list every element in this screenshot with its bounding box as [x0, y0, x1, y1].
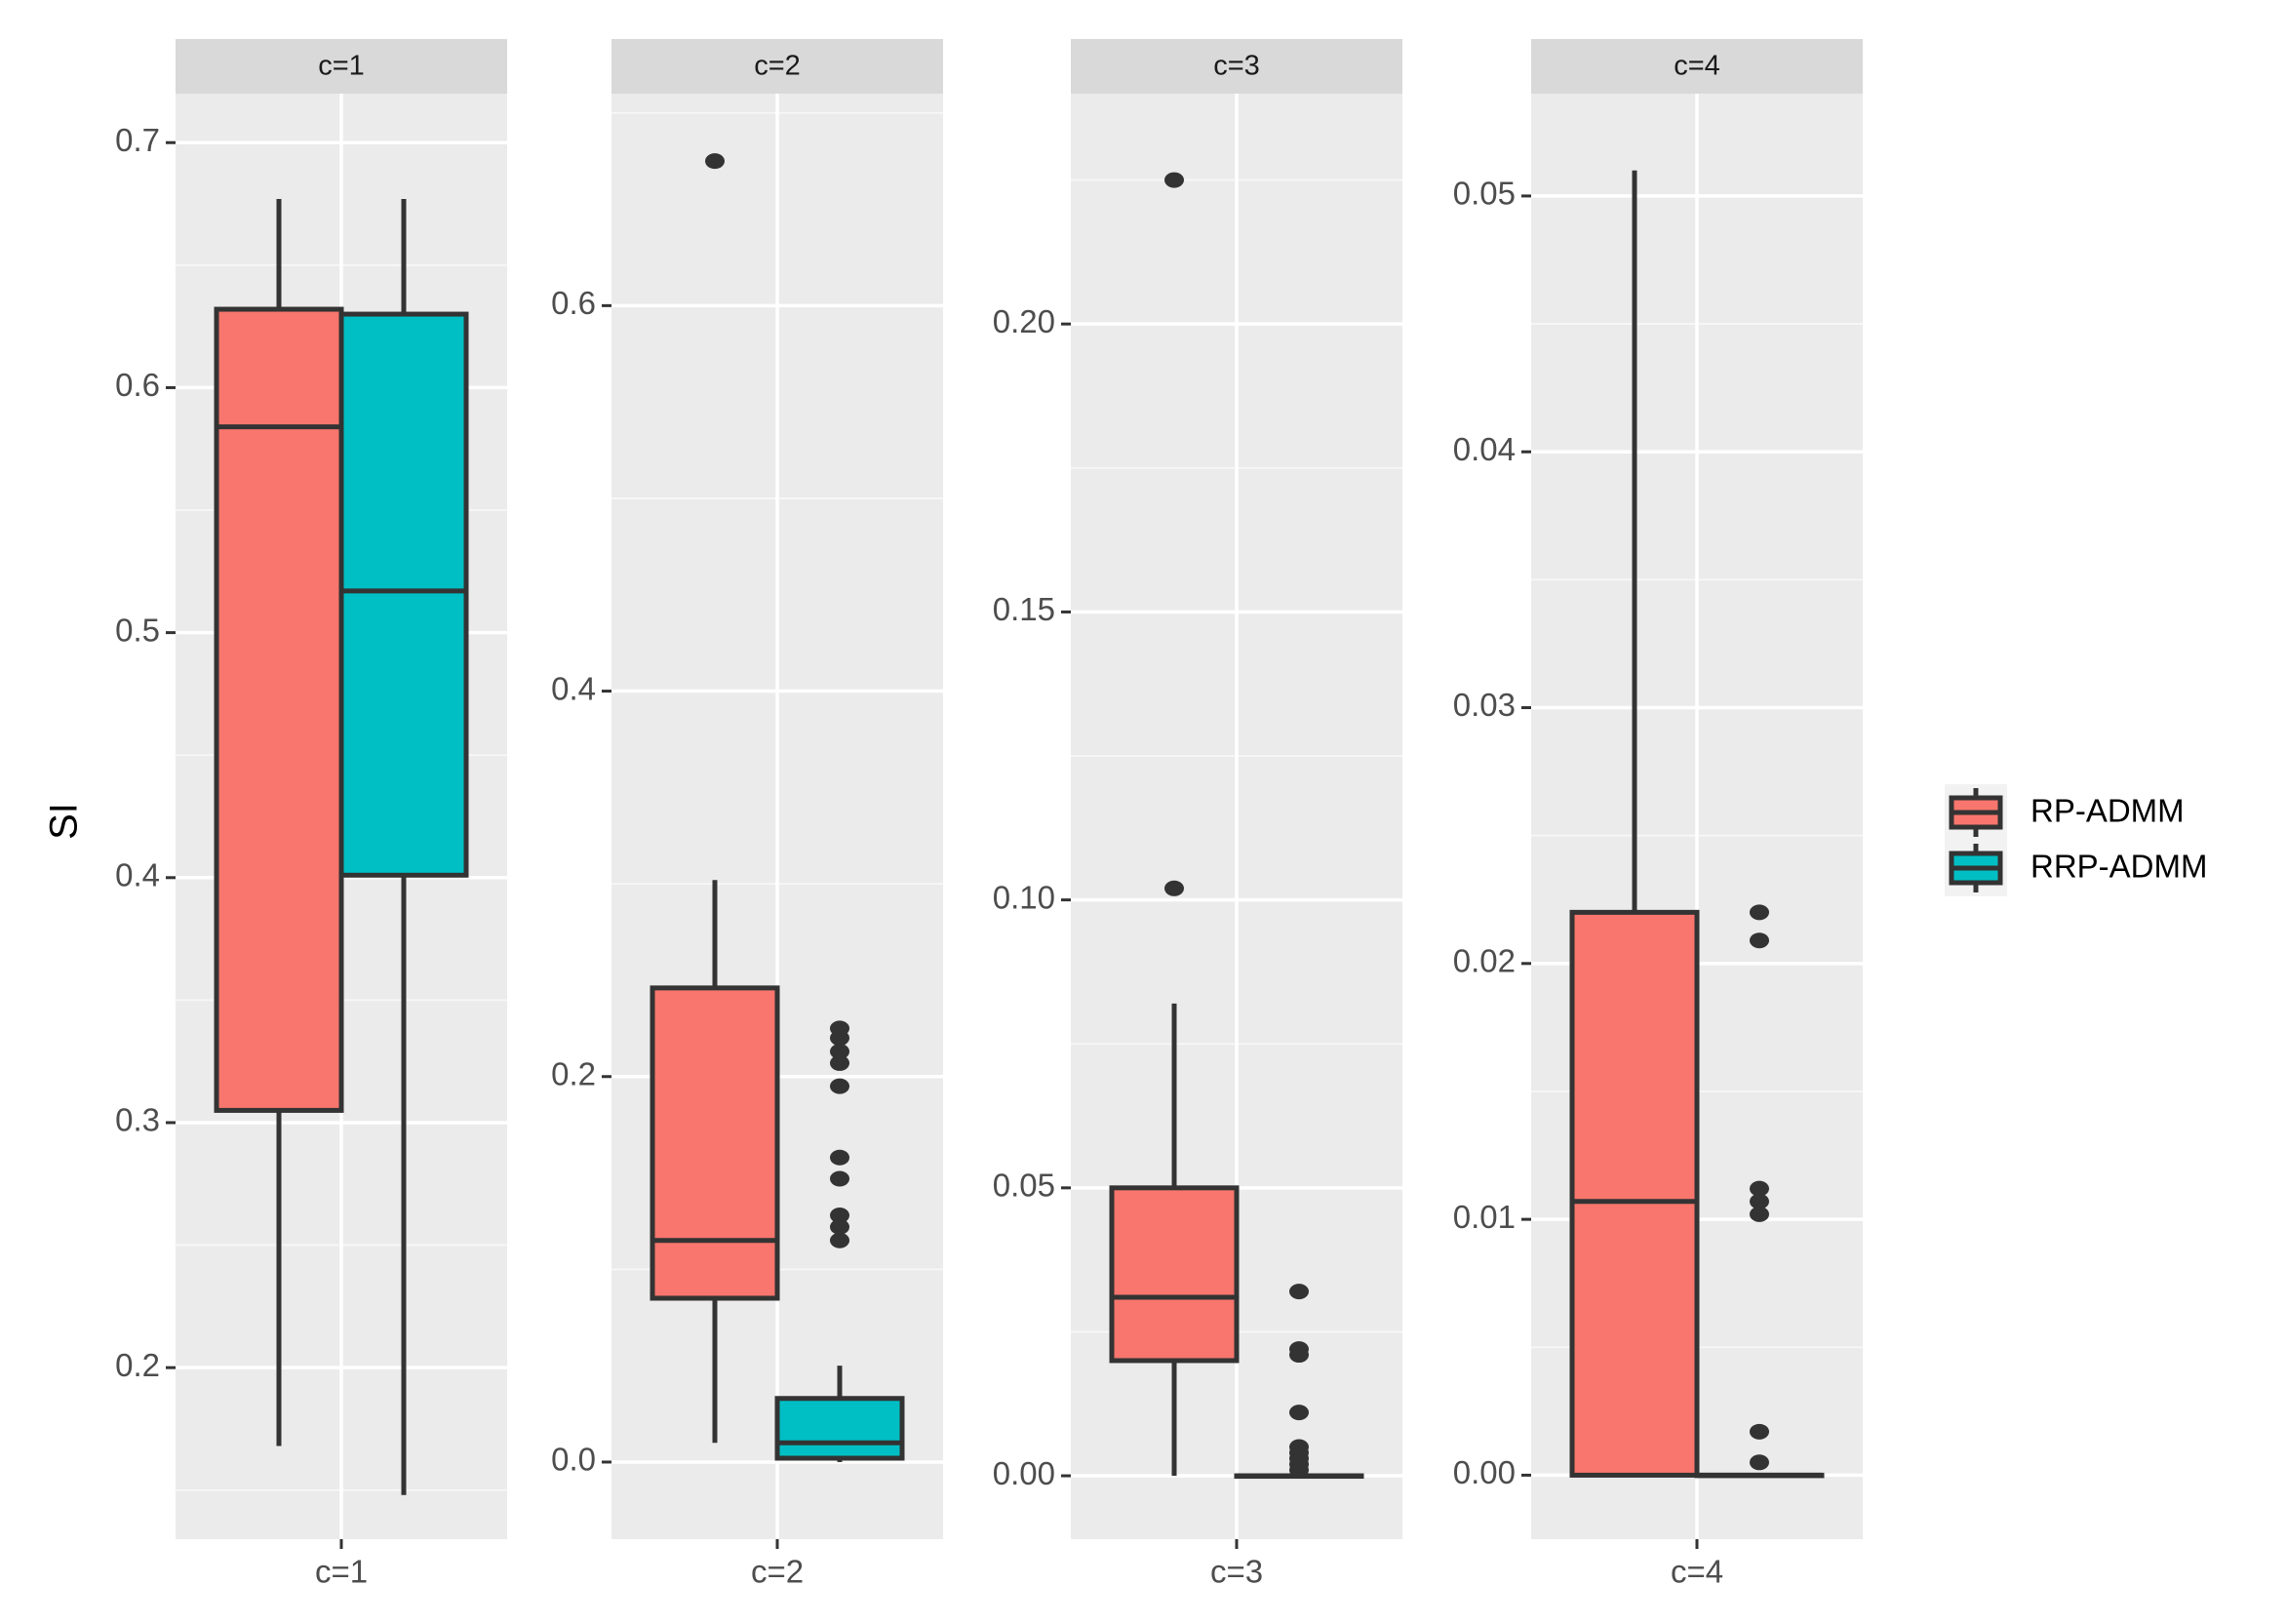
y-tick-label: 0.10	[993, 879, 1055, 915]
outlier-point	[1164, 880, 1184, 896]
box-RP-ADMM	[1569, 170, 1700, 1478]
box-iqr	[1569, 909, 1700, 1478]
outlier-point	[1289, 1347, 1309, 1364]
panel-c=4: c=4 0.00 0.01 0.02 0.03 0.04 0.05 c=4	[1453, 39, 1863, 1590]
x-tick-label: c=4	[1671, 1554, 1723, 1590]
panel-c=3: c=3 0.00 0.05 0.10 0.15 0.20 c=3	[993, 39, 1402, 1590]
legend-key-RRP-ADMM	[1945, 840, 2007, 896]
outlier-point	[830, 1078, 849, 1094]
y-tick-label: 0.4	[551, 670, 596, 706]
outlier-point	[830, 1149, 849, 1166]
box-iqr	[1109, 1185, 1240, 1364]
y-tick-label: 0.5	[115, 612, 160, 648]
facet-strip-label: c=2	[754, 51, 801, 82]
x-tick-label: c=2	[751, 1554, 804, 1590]
box-RP-ADMM	[1109, 172, 1240, 1477]
y-tick-label: 0.7	[115, 122, 160, 158]
outlier-point	[1750, 1454, 1769, 1471]
facet-strip	[1071, 39, 1402, 94]
outlier-point	[1750, 1193, 1769, 1209]
legend-label: RRP-ADMM	[2030, 849, 2207, 885]
legend-key-RP-ADMM	[1945, 784, 2007, 841]
box-iqr	[214, 306, 344, 1113]
outlier-point	[830, 1170, 849, 1187]
y-tick-label: 0.01	[1453, 1199, 1516, 1235]
y-tick-label: 0.6	[551, 285, 596, 321]
y-axis-title: SI	[43, 803, 86, 840]
outlier-point	[1750, 932, 1769, 949]
facet-strip-label: c=4	[1674, 51, 1720, 82]
y-tick-label: 0.4	[115, 857, 160, 893]
outlier-point	[705, 153, 725, 170]
y-tick-label: 0.20	[993, 303, 1055, 339]
box-iqr	[650, 985, 780, 1301]
outlier-point	[830, 1232, 849, 1248]
facet-strip	[1531, 39, 1863, 94]
y-tick-label: 0.6	[115, 367, 160, 403]
y-tick-label: 0.3	[115, 1102, 160, 1138]
outlier-point	[1289, 1284, 1309, 1300]
y-tick-label: 0.00	[993, 1455, 1055, 1491]
legend-label: RP-ADMM	[2030, 793, 2185, 829]
y-tick-label: 0.0	[551, 1442, 596, 1478]
facet-strip	[611, 39, 943, 94]
panel-c=1: c=1 0.2 0.3 0.4 0.5 0.6 0.7 c=1	[115, 39, 507, 1590]
outlier-point	[1289, 1405, 1309, 1421]
y-tick-label: 0.15	[993, 591, 1055, 627]
outlier-point	[830, 1044, 849, 1060]
x-tick-label: c=3	[1210, 1554, 1263, 1590]
outlier-point	[830, 1054, 849, 1071]
box-RRP-ADMM	[1694, 904, 1825, 1479]
outlier-point	[830, 1208, 849, 1224]
y-tick-label: 0.2	[551, 1055, 596, 1091]
facet-strip-label: c=1	[318, 51, 365, 82]
outlier-point	[1164, 172, 1184, 188]
y-tick-label: 0.02	[1453, 943, 1516, 979]
box-RRP-ADMM	[1234, 1284, 1364, 1480]
outlier-point	[1750, 904, 1769, 921]
y-tick-label: 0.00	[1453, 1454, 1516, 1490]
box-RRP-ADMM	[774, 1020, 905, 1462]
outlier-point	[830, 1030, 849, 1047]
facet-strip	[176, 39, 507, 94]
box-iqr	[338, 311, 469, 878]
facet-panels: c=10.20.30.40.50.60.7c=1c=20.00.20.40.6c…	[115, 39, 1863, 1590]
y-tick-label: 0.03	[1453, 687, 1516, 723]
box-iqr	[774, 1396, 905, 1461]
outlier-point	[830, 1218, 849, 1235]
y-tick-label: 0.05	[1453, 176, 1516, 212]
y-tick-label: 0.05	[993, 1168, 1055, 1204]
facet-strip-label: c=3	[1213, 51, 1260, 82]
box-RRP-ADMM	[338, 199, 469, 1495]
outlier-point	[1750, 1180, 1769, 1197]
legend: RP-ADMM RRP-ADMM	[1945, 784, 2207, 896]
y-tick-label: 0.04	[1453, 431, 1516, 467]
panel-c=2: c=2 0.0 0.2 0.4 0.6 c=2	[551, 39, 943, 1590]
outlier-point	[1289, 1462, 1309, 1479]
y-tick-label: 0.2	[115, 1347, 160, 1383]
outlier-point	[1750, 1423, 1769, 1440]
outlier-point	[1750, 1206, 1769, 1222]
x-tick-label: c=1	[315, 1554, 368, 1590]
box-RP-ADMM	[650, 153, 780, 1444]
